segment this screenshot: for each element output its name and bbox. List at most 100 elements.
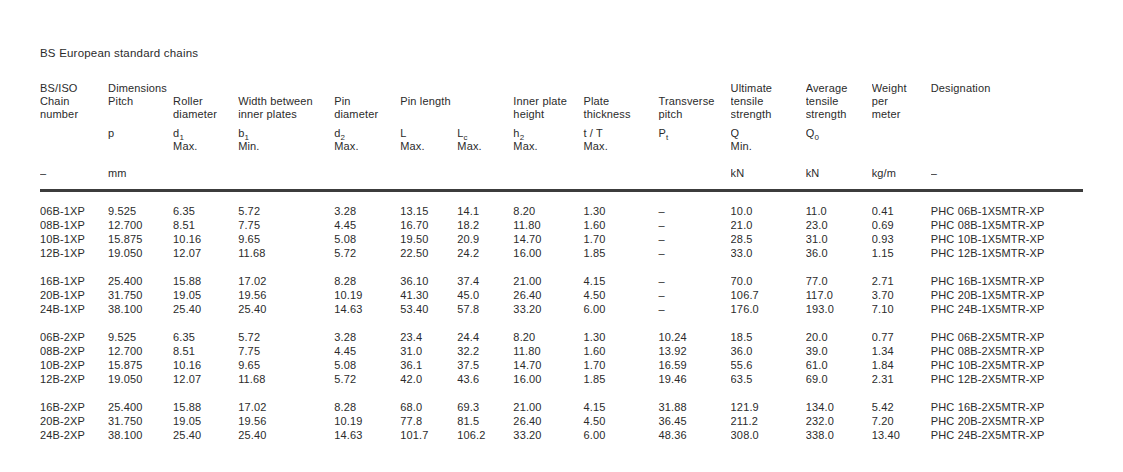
header-inner-plate-height: Inner plate height (513, 95, 583, 127)
symbol-Q0: Q0 (806, 127, 872, 165)
chain-number-cell: 08B-1XP (40, 218, 108, 232)
value-cell: 15.875 (108, 232, 173, 246)
value-cell: 5.08 (334, 358, 400, 372)
unit-cell (400, 165, 457, 191)
value-cell: 1.34 (872, 344, 931, 358)
table-row: 06B-2XP9.5256.355.723.2823.424.48.201.30… (40, 330, 1083, 344)
unit-cell (583, 165, 658, 191)
unit-cell: kg/m (872, 165, 931, 191)
value-cell: 33.0 (731, 246, 806, 260)
value-cell: 32.2 (457, 344, 513, 358)
value-cell: 7.10 (872, 302, 931, 316)
value-cell: 16.59 (658, 358, 730, 372)
value-cell: 13.15 (400, 204, 457, 218)
value-cell: 11.68 (238, 246, 334, 260)
table-row: 16B-1XP25.40015.8817.028.2836.1037.421.0… (40, 274, 1083, 288)
value-cell: 5.72 (238, 204, 334, 218)
unit-cell: kN (731, 165, 806, 191)
value-cell: 13.40 (872, 428, 931, 442)
unit-cell (238, 165, 334, 191)
header-ultimate-tensile-strength: Ultimate tensile strength (731, 82, 806, 127)
value-cell: 8.20 (513, 330, 583, 344)
symbol-note: Max. (583, 140, 658, 153)
value-cell: 20.0 (806, 330, 872, 344)
value-cell: 31.88 (658, 400, 730, 414)
value-cell: 8.51 (173, 218, 238, 232)
value-cell: 19.050 (108, 246, 173, 260)
value-cell: 232.0 (806, 414, 872, 428)
group-spacer (40, 316, 1083, 330)
header-average-tensile-strength: Average tensile strength (806, 82, 872, 127)
header-plate-thickness: Plate thickness (583, 95, 658, 127)
table-row: 12B-2XP19.05012.0711.685.7242.043.616.00… (40, 372, 1083, 386)
value-cell: 12.700 (108, 344, 173, 358)
designation-cell: PHC 12B-2X5MTR-XP (931, 372, 1083, 386)
symbol-L: LMax. (400, 127, 457, 165)
value-cell: 1.60 (583, 218, 658, 232)
symbol-note: Max. (400, 140, 457, 153)
value-cell: 36.0 (806, 246, 872, 260)
symbol-note: Max. (334, 140, 400, 153)
value-cell: 38.100 (108, 302, 173, 316)
table-row: 20B-1XP31.75019.0519.5610.1941.3045.026.… (40, 288, 1083, 302)
value-cell: 134.0 (806, 400, 872, 414)
chain-number-cell: 06B-1XP (40, 204, 108, 218)
value-cell: 23.0 (806, 218, 872, 232)
value-cell: 31.0 (400, 344, 457, 358)
value-cell: 11.0 (806, 204, 872, 218)
value-cell: 6.00 (583, 302, 658, 316)
chain-number-cell: 12B-1XP (40, 246, 108, 260)
value-cell: 6.35 (173, 330, 238, 344)
value-cell: 41.30 (400, 288, 457, 302)
symbol-base: t / T (583, 127, 603, 139)
value-cell: – (658, 204, 730, 218)
value-cell: 11.80 (513, 218, 583, 232)
value-cell: 19.56 (238, 288, 334, 302)
value-cell: 5.08 (334, 232, 400, 246)
value-cell: 15.875 (108, 358, 173, 372)
value-cell: 211.2 (731, 414, 806, 428)
value-cell: 3.28 (334, 330, 400, 344)
value-cell: 11.68 (238, 372, 334, 386)
header-dimensions: Dimensions (108, 82, 731, 95)
value-cell: 14.1 (457, 204, 513, 218)
designation-cell: PHC 06B-1X5MTR-XP (931, 204, 1083, 218)
designation-cell: PHC 06B-2X5MTR-XP (931, 330, 1083, 344)
symbol-p: p (108, 127, 173, 165)
value-cell: 8.28 (334, 400, 400, 414)
value-cell: 7.20 (872, 414, 931, 428)
value-cell: 4.50 (583, 288, 658, 302)
value-cell: 21.00 (513, 400, 583, 414)
symbol-note: Max. (457, 140, 513, 153)
symbol-base: L (400, 127, 406, 139)
value-cell: 12.07 (173, 372, 238, 386)
chain-number-cell: 12B-2XP (40, 372, 108, 386)
value-cell: 106.2 (457, 428, 513, 442)
value-cell: 1.70 (583, 358, 658, 372)
chain-number-cell: 06B-2XP (40, 330, 108, 344)
value-cell: 308.0 (731, 428, 806, 442)
value-cell: 69.0 (806, 372, 872, 386)
page-title: BS European standard chains (40, 47, 1083, 60)
value-cell: 1.30 (583, 204, 658, 218)
value-cell: – (658, 288, 730, 302)
value-cell: 15.88 (173, 400, 238, 414)
chain-number-cell: 10B-2XP (40, 358, 108, 372)
symbol-base: p (108, 127, 114, 139)
table-row: 16B-2XP25.40015.8817.028.2868.069.321.00… (40, 400, 1083, 414)
value-cell: 19.50 (400, 232, 457, 246)
value-cell: 37.4 (457, 274, 513, 288)
chain-number-cell: 08B-2XP (40, 344, 108, 358)
value-cell: 37.5 (457, 358, 513, 372)
table-row: 06B-1XP9.5256.355.723.2813.1514.18.201.3… (40, 204, 1083, 218)
symbol-Lc: LcMax. (457, 127, 513, 165)
catalog-page: BS European standard chains BS/ISO Chain… (0, 0, 1123, 472)
value-cell: 33.20 (513, 428, 583, 442)
table-row: 08B-2XP12.7008.517.754.4531.032.211.801.… (40, 344, 1083, 358)
value-cell: 57.8 (457, 302, 513, 316)
value-cell: 48.36 (658, 428, 730, 442)
header-pin-diameter: Pin diameter (334, 95, 400, 127)
value-cell: 4.45 (334, 218, 400, 232)
top-spacer (40, 191, 1083, 205)
value-cell: 25.400 (108, 274, 173, 288)
